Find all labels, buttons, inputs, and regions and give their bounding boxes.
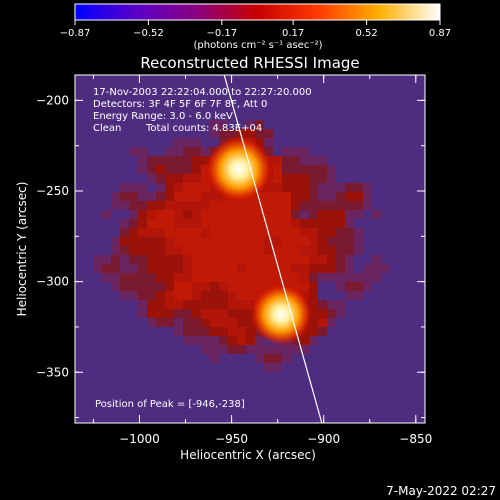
x-axis-label: Heliocentric X (arcsec)	[180, 448, 316, 462]
x-axis: −1000 −950 −900 −850	[92, 75, 432, 446]
chart-title: Reconstructed RHESSI Image	[140, 54, 359, 72]
colorbar-gradient	[74, 3, 441, 21]
y-tick-label: −200	[36, 93, 69, 107]
source-peak	[249, 282, 314, 347]
y-tick-label: −350	[36, 365, 69, 379]
annotations: 17-Nov-2003 22:22:04.000 to 22:27:20.000…	[93, 87, 312, 410]
footer-date: 7-May-2022 02:27	[386, 484, 496, 498]
colorbar-ticks: −0.87 −0.52 −0.17 0.17 0.52 0.87	[60, 20, 451, 39]
y-tick-label: −300	[36, 275, 69, 289]
x-tick-label: −850	[399, 432, 432, 446]
colorbar-tick-label: 0.87	[429, 28, 451, 39]
y-axis: −200 −250 −300 −350	[36, 93, 425, 419]
colorbar: −0.87 −0.52 −0.17 0.17 0.52 0.87 (photons cm⁻…	[60, 3, 451, 51]
annotation-energy: Energy Range: 3.0 - 6.0 keV	[93, 111, 233, 122]
annotation-time: 17-Nov-2003 22:22:04.000 to 22:27:20.000	[93, 87, 312, 98]
heatmap	[75, 75, 425, 423]
colorbar-tick-label: 0.17	[282, 28, 304, 39]
source-peak	[204, 135, 274, 204]
annotation-counts: Total counts: 4.83E+04	[145, 123, 262, 134]
x-tick-label: −950	[215, 432, 248, 446]
x-tick-label: −1000	[119, 432, 160, 446]
heatmap-cells	[75, 75, 425, 423]
colorbar-tick-label: −0.17	[207, 28, 238, 39]
y-axis-label: Heliocentric Y (arcsec)	[15, 182, 29, 317]
annotation-detectors: Detectors: 3F 4F 5F 6F 7F 8F, Att 0	[93, 99, 267, 110]
annotation-peak: Position of Peak = [-946,-238]	[95, 399, 245, 410]
colorbar-tick-label: −0.52	[133, 28, 164, 39]
y-tick-label: −250	[36, 184, 69, 198]
colorbar-tick-label: −0.87	[60, 28, 91, 39]
limb-line	[223, 75, 323, 423]
colorbar-units: (photons cm⁻² s⁻¹ asec⁻²)	[193, 40, 322, 51]
colorbar-tick-label: 0.52	[355, 28, 377, 39]
plot-frame	[74, 74, 426, 424]
x-tick-label: −900	[307, 432, 340, 446]
annotation-clean: Clean	[93, 123, 121, 134]
